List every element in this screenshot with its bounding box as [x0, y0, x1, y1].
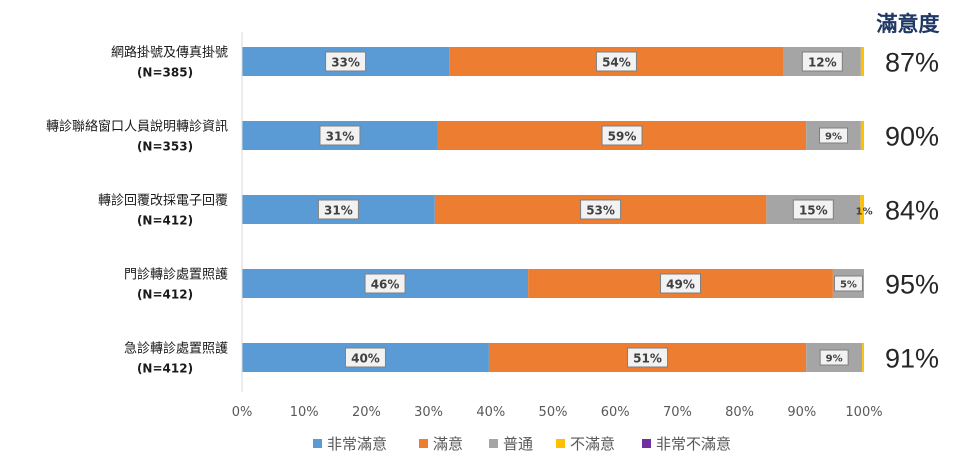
satisfaction-values: 87% 90% 84% 95% 91% [885, 48, 939, 374]
data-label-box [364, 273, 406, 294]
legend-swatch [556, 439, 565, 448]
data-label-box [660, 273, 702, 294]
bar-segment [860, 121, 864, 150]
data-label-box [344, 347, 386, 368]
x-tick-label: 60% [601, 405, 630, 420]
data-label-box [319, 125, 361, 146]
data-label: 1% [856, 207, 873, 218]
x-tick-label: 20% [352, 405, 381, 420]
x-tick-label: 0% [232, 405, 253, 420]
legend-swatch [642, 439, 651, 448]
data-label: 12% [808, 56, 837, 70]
data-label: 53% [586, 204, 615, 218]
data-label-box [580, 199, 622, 220]
satisfaction-value: 87% [885, 48, 939, 78]
legend-label: 不滿意 [570, 435, 615, 453]
satisfaction-value: 90% [885, 122, 939, 152]
data-label: 40% [351, 352, 380, 366]
data-label-box [792, 199, 834, 220]
x-tick-label: 90% [787, 405, 816, 420]
data-label: 5% [840, 280, 857, 291]
bar-segment [860, 195, 864, 224]
data-label-box [819, 349, 849, 366]
bar-group: 33% 54% 12% 31% 59% 9% 31% 53% 15% 1% 46% 49% 5% 40% 5… [242, 47, 873, 372]
bar-segment [862, 343, 864, 372]
data-label: 59% [608, 130, 637, 144]
satisfaction-value: 95% [885, 270, 939, 300]
category-n-label: (N=412) [137, 288, 193, 302]
category-n-label: (N=353) [137, 140, 193, 154]
data-label: 33% [331, 56, 360, 70]
satisfaction-value: 84% [885, 196, 939, 226]
data-label: 46% [371, 278, 400, 292]
x-tick-label: 30% [414, 405, 443, 420]
category-label: 轉診回覆改採電子回覆 [98, 193, 228, 209]
data-label-box [317, 199, 359, 220]
data-label: 9% [825, 132, 842, 143]
category-label: 門診轉診處置照護 [124, 267, 228, 283]
data-label-box [601, 125, 643, 146]
data-label-box [325, 51, 367, 72]
category-n-label: (N=412) [137, 362, 193, 376]
data-label: 31% [326, 130, 355, 144]
category-label: 網路掛號及傳真掛號 [111, 45, 228, 61]
legend-label: 非常滿意 [327, 435, 387, 453]
legend-label: 普通 [503, 435, 533, 453]
category-n-label: (N=412) [137, 214, 193, 228]
satisfaction-title: 滿意度 [877, 12, 940, 36]
legend-label: 滿意 [433, 435, 463, 453]
legend-swatch [489, 439, 498, 448]
data-label-box [833, 275, 863, 292]
data-label: 49% [666, 278, 695, 292]
x-axis-ticks: 0% 10% 20% 30% 40% 50% 60% 70% 80% 90% 100% [232, 405, 883, 420]
legend-swatch [313, 439, 322, 448]
data-label: 31% [324, 204, 353, 218]
data-label-box [819, 127, 849, 144]
category-n-label: (N=385) [137, 66, 193, 80]
x-tick-label: 40% [476, 405, 505, 420]
legend-label: 非常不滿意 [656, 435, 731, 453]
satisfaction-value: 91% [885, 344, 939, 374]
data-label: 9% [826, 354, 843, 365]
x-tick-label: 10% [290, 405, 319, 420]
x-tick-label: 80% [725, 405, 754, 420]
x-tick-label: 100% [845, 405, 882, 420]
legend-swatch [419, 439, 428, 448]
category-label: 急診轉診處置照護 [124, 341, 228, 357]
x-tick-label: 50% [539, 405, 568, 420]
legend: 非常滿意 滿意 普通 不滿意 非常不滿意 [313, 435, 731, 453]
data-label-box [627, 347, 669, 368]
x-tick-label: 70% [663, 405, 692, 420]
data-label: 51% [633, 352, 662, 366]
bar-segment [860, 47, 864, 76]
data-label-box [801, 51, 843, 72]
data-label: 15% [799, 204, 828, 218]
data-label: 54% [602, 56, 631, 70]
category-labels: 網路掛號及傳真掛號 (N=385) 轉診聯絡窗口人員說明轉診資訊 (N=353) 轉診回… [46, 45, 228, 376]
category-label: 轉診聯絡窗口人員說明轉診資訊 [46, 119, 228, 135]
data-label-box [595, 51, 637, 72]
